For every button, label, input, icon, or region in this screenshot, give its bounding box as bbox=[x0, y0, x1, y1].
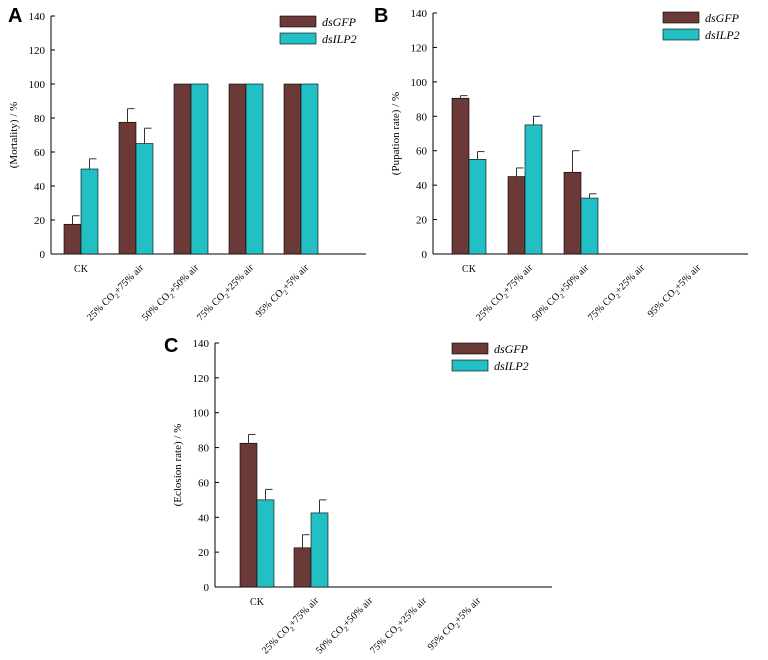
bar-dsgfp-1 bbox=[118, 121, 137, 255]
error-bar-dsgfp-1 bbox=[516, 167, 524, 177]
chart-panel-c: C 0 20 40 60 80 100 120 140 (Eclosion rate) / % CK… bbox=[164, 335, 552, 658]
y-tick-label: 120 bbox=[411, 42, 428, 54]
y-axis-title: (Eclosion rate) / % bbox=[172, 424, 184, 507]
y-tick-label: 60 bbox=[416, 146, 428, 158]
error-bar-dsgfp-0 bbox=[72, 215, 80, 225]
legend-swatch-dsilp2 bbox=[451, 359, 489, 372]
y-tick-label: 140 bbox=[29, 11, 46, 23]
bar-dsilp2-1 bbox=[524, 124, 543, 255]
legend-label-dsgfp: dsGFP bbox=[705, 11, 740, 25]
y-tick-label: 0 bbox=[40, 249, 46, 261]
panel-letter: C bbox=[164, 335, 178, 357]
x-tick-label: CK bbox=[462, 264, 477, 275]
y-axis-title: (Mortality) / % bbox=[8, 102, 20, 169]
error-bar-dsilp2-1 bbox=[533, 115, 541, 125]
error-bar-dsgfp-0 bbox=[460, 95, 468, 99]
x-tick-label: 25% CO2+75% air bbox=[474, 262, 537, 325]
y-tick-label: 60 bbox=[34, 147, 46, 159]
bar-dsilp2-2 bbox=[190, 83, 209, 255]
x-tick-label: 25% CO2+75% air bbox=[85, 262, 148, 325]
y-tick-label: 20 bbox=[416, 215, 428, 227]
legend-label-dsilp2: dsILP2 bbox=[494, 359, 529, 373]
bar-dsgfp-1 bbox=[507, 176, 526, 255]
x-tick-label: 75% CO2+25% air bbox=[586, 262, 649, 325]
x-tick-label: 75% CO2+25% air bbox=[195, 262, 258, 325]
bar-dsilp2-2 bbox=[580, 197, 599, 255]
error-bar-dsgfp-1 bbox=[127, 108, 135, 123]
error-bar-dsgfp-0 bbox=[248, 434, 256, 444]
y-tick-label: 80 bbox=[198, 443, 210, 455]
y-tick-label: 140 bbox=[193, 338, 210, 350]
y-tick-label: 40 bbox=[34, 181, 46, 193]
y-tick-label: 20 bbox=[198, 547, 210, 559]
y-axis-title: (Pupation rate) / % bbox=[390, 92, 402, 175]
error-bar-dsilp2-0 bbox=[265, 488, 273, 500]
error-bar-dsilp2-1 bbox=[144, 127, 152, 144]
legend-swatch-dsgfp bbox=[279, 15, 317, 28]
bar-dsilp2-0 bbox=[468, 159, 487, 255]
legend-label-dsilp2: dsILP2 bbox=[705, 28, 740, 42]
bar-dsilp2-1 bbox=[135, 143, 154, 255]
panel-letter: B bbox=[374, 5, 388, 27]
x-tick-label: 95% CO2+5% air bbox=[646, 262, 705, 321]
x-tick-label: 95% CO2+5% air bbox=[254, 262, 313, 321]
x-tick-label: 50% CO2+50% air bbox=[530, 262, 593, 325]
bar-dsgfp-2 bbox=[173, 83, 192, 255]
y-tick-label: 80 bbox=[34, 113, 46, 125]
error-bar-dsgfp-2 bbox=[572, 150, 580, 173]
y-tick-label: 100 bbox=[29, 79, 46, 91]
bar-dsgfp-4 bbox=[283, 83, 302, 255]
y-tick-label: 100 bbox=[193, 408, 210, 420]
legend-swatch-dsgfp bbox=[451, 342, 489, 355]
y-tick-label: 100 bbox=[411, 77, 428, 89]
error-bar-dsgfp-1 bbox=[302, 534, 310, 548]
bar-dsilp2-3 bbox=[245, 83, 264, 255]
y-tick-label: 40 bbox=[198, 512, 210, 524]
y-tick-label: 0 bbox=[422, 249, 428, 261]
y-tick-label: 40 bbox=[416, 180, 428, 192]
y-tick-label: 0 bbox=[204, 582, 210, 594]
bar-dsgfp-3 bbox=[228, 83, 247, 255]
x-tick-label: CK bbox=[250, 597, 265, 608]
error-bar-dsilp2-0 bbox=[477, 151, 485, 160]
x-tick-label: 75% CO2+25% air bbox=[368, 595, 431, 658]
bar-dsilp2-4 bbox=[300, 83, 319, 255]
legend-label-dsilp2: dsILP2 bbox=[322, 32, 357, 46]
bar-dsgfp-1 bbox=[293, 547, 312, 588]
legend-swatch-dsilp2 bbox=[662, 28, 700, 41]
y-tick-label: 20 bbox=[34, 215, 46, 227]
bar-dsilp2-1 bbox=[310, 512, 329, 588]
y-tick-label: 80 bbox=[416, 111, 428, 123]
y-tick-label: 120 bbox=[193, 373, 210, 385]
bar-dsgfp-0 bbox=[451, 97, 470, 255]
y-tick-label: 140 bbox=[411, 8, 428, 20]
bar-dsilp2-0 bbox=[80, 168, 99, 255]
y-tick-label: 120 bbox=[29, 45, 46, 57]
bar-dsgfp-2 bbox=[563, 171, 582, 255]
chart-panel-a: A 0 20 40 60 80 100 120 140 (Mortality) / % CK25% … bbox=[8, 5, 366, 325]
y-tick-label: 60 bbox=[198, 477, 210, 489]
error-bar-dsilp2-2 bbox=[589, 193, 597, 199]
legend-label-dsgfp: dsGFP bbox=[494, 342, 529, 356]
panel-letter: A bbox=[8, 5, 22, 27]
x-tick-label: 50% CO2+50% air bbox=[140, 262, 203, 325]
x-tick-label: CK bbox=[74, 264, 89, 275]
legend-swatch-dsilp2 bbox=[279, 32, 317, 45]
chart-panel-b: B 0 20 40 60 80 100 120 140 (Pupation rate) / % CK… bbox=[374, 5, 748, 325]
error-bar-dsilp2-1 bbox=[319, 499, 327, 513]
legend-swatch-dsgfp bbox=[662, 11, 700, 24]
error-bar-dsilp2-0 bbox=[89, 158, 97, 169]
legend-label-dsgfp: dsGFP bbox=[322, 15, 357, 29]
bar-dsilp2-0 bbox=[256, 499, 275, 588]
bar-dsgfp-0 bbox=[63, 223, 82, 255]
x-tick-label: 95% CO2+5% air bbox=[426, 595, 485, 654]
bar-dsgfp-0 bbox=[239, 442, 258, 588]
